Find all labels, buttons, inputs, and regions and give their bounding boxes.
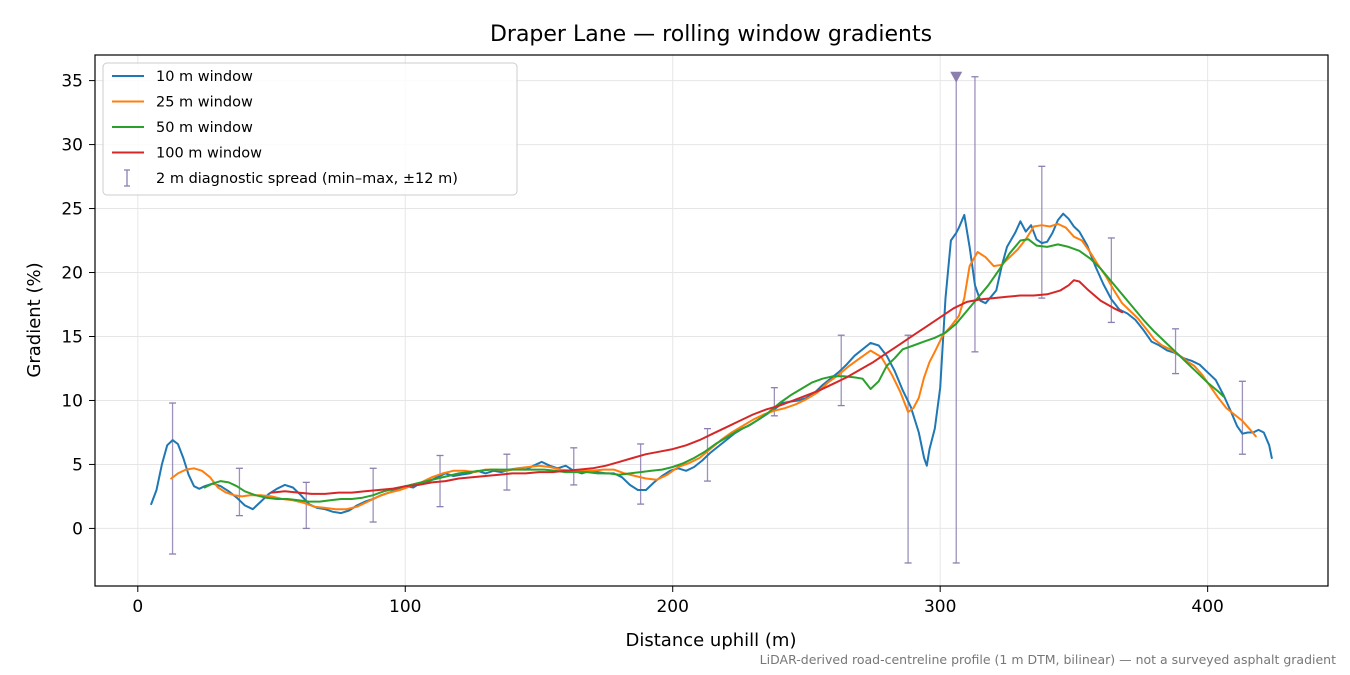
error-bar [904, 334, 912, 564]
error-bar [570, 447, 578, 486]
footnote: LiDAR-derived road-centreline profile (1… [760, 652, 1336, 667]
legend-entry: 100 m window [112, 146, 262, 162]
legend-label: 25 m window [156, 95, 253, 111]
x-tick-label: 300 [924, 597, 956, 617]
x-axis-ticks: 0 100 200 300 400 [132, 586, 1224, 617]
legend-label: 100 m window [156, 146, 262, 162]
legend: 10 m window 25 m window 50 m window 100 m w… [102, 62, 518, 196]
legend-entry: 2 m diagnostic spread (min–max, ±12 m) [124, 169, 458, 187]
plot-frame [94, 54, 1329, 587]
peak-marker [950, 71, 963, 83]
legend-label: 2 m diagnostic spread (min–max, ±12 m) [156, 171, 458, 187]
legend-label: 10 m window [156, 69, 253, 85]
error-bar [971, 76, 979, 353]
error-bar [503, 453, 511, 491]
error-bar [235, 467, 243, 517]
series-line-3 [203, 238, 1225, 503]
x-tick-label: 0 [132, 597, 143, 617]
series-line-4 [270, 279, 1124, 495]
y-tick-label: 35 [61, 72, 83, 92]
x-axis-label: Distance uphill (m) [626, 630, 797, 651]
error-bar [302, 481, 310, 530]
y-tick-label: 20 [61, 264, 83, 284]
y-tick-label: 30 [61, 136, 83, 156]
y-tick-label: 15 [61, 327, 83, 347]
x-tick-label: 400 [1191, 597, 1223, 617]
y-axis-ticks: 0 5 10 15 20 25 30 35 [61, 72, 95, 539]
y-tick-label: 5 [72, 455, 83, 475]
series-lines [150, 212, 1273, 515]
legend-label: 50 m window [156, 120, 253, 136]
y-tick-label: 25 [61, 200, 83, 220]
legend-entry: 25 m window [112, 95, 253, 111]
legend-entry: 50 m window [112, 120, 253, 136]
y-tick-label: 0 [72, 519, 83, 539]
error-bar [637, 443, 645, 505]
peak-marker-triangle [950, 71, 963, 83]
x-tick-label: 200 [656, 597, 688, 617]
error-bar [1238, 380, 1246, 455]
chart-title: Draper Lane — rolling window gradients [490, 22, 932, 47]
error-bar [1038, 165, 1046, 299]
legend-entry: 10 m window [112, 69, 253, 85]
x-tick-label: 100 [389, 597, 421, 617]
legend-box [102, 62, 518, 196]
y-gridlines [95, 80, 1328, 529]
y-axis-label: Gradient (%) [24, 262, 45, 377]
y-tick-label: 10 [61, 391, 83, 411]
